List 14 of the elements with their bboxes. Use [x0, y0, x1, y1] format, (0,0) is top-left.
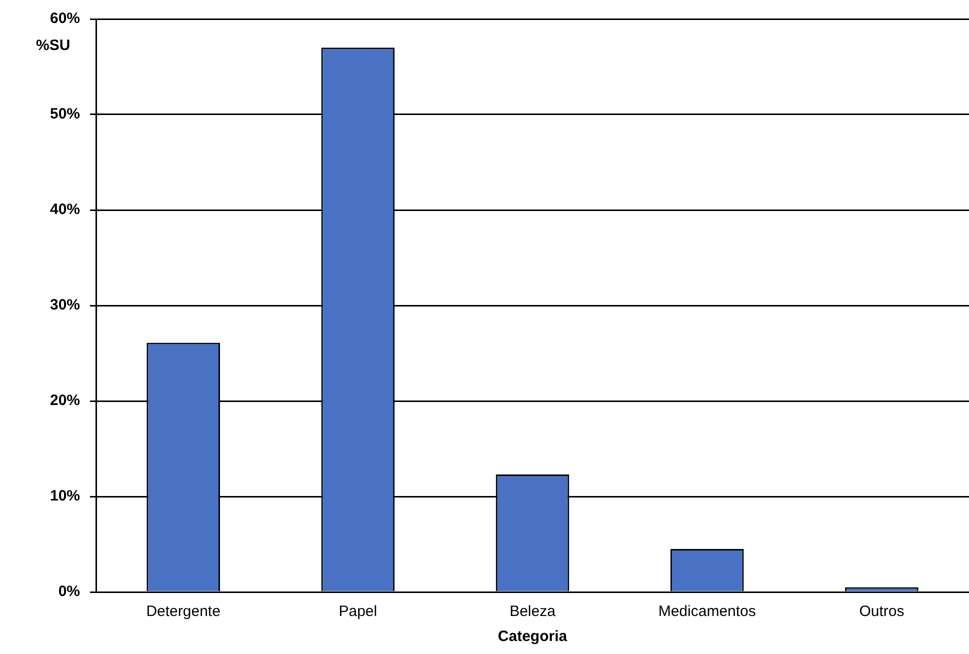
y-tick-label: 50% [50, 106, 80, 123]
y-axis-title: %SU [36, 37, 70, 54]
y-tick-label: 60% [50, 10, 80, 28]
y-tick-label: 10% [50, 488, 80, 505]
y-tick-label: 30% [50, 296, 80, 314]
y-tick-label: 0% [58, 583, 80, 600]
x-axis-title: Categoria [498, 628, 568, 646]
x-tick-label: Detergente [146, 603, 220, 620]
x-tick-label: Outros [859, 603, 904, 620]
x-tick-label: Papel [338, 603, 378, 620]
y-tick-label: 20% [50, 392, 80, 410]
x-tick-label: Beleza [510, 603, 556, 620]
x-tick-label: Medicamentos [658, 603, 756, 620]
y-tick-label: 40% [50, 201, 80, 218]
